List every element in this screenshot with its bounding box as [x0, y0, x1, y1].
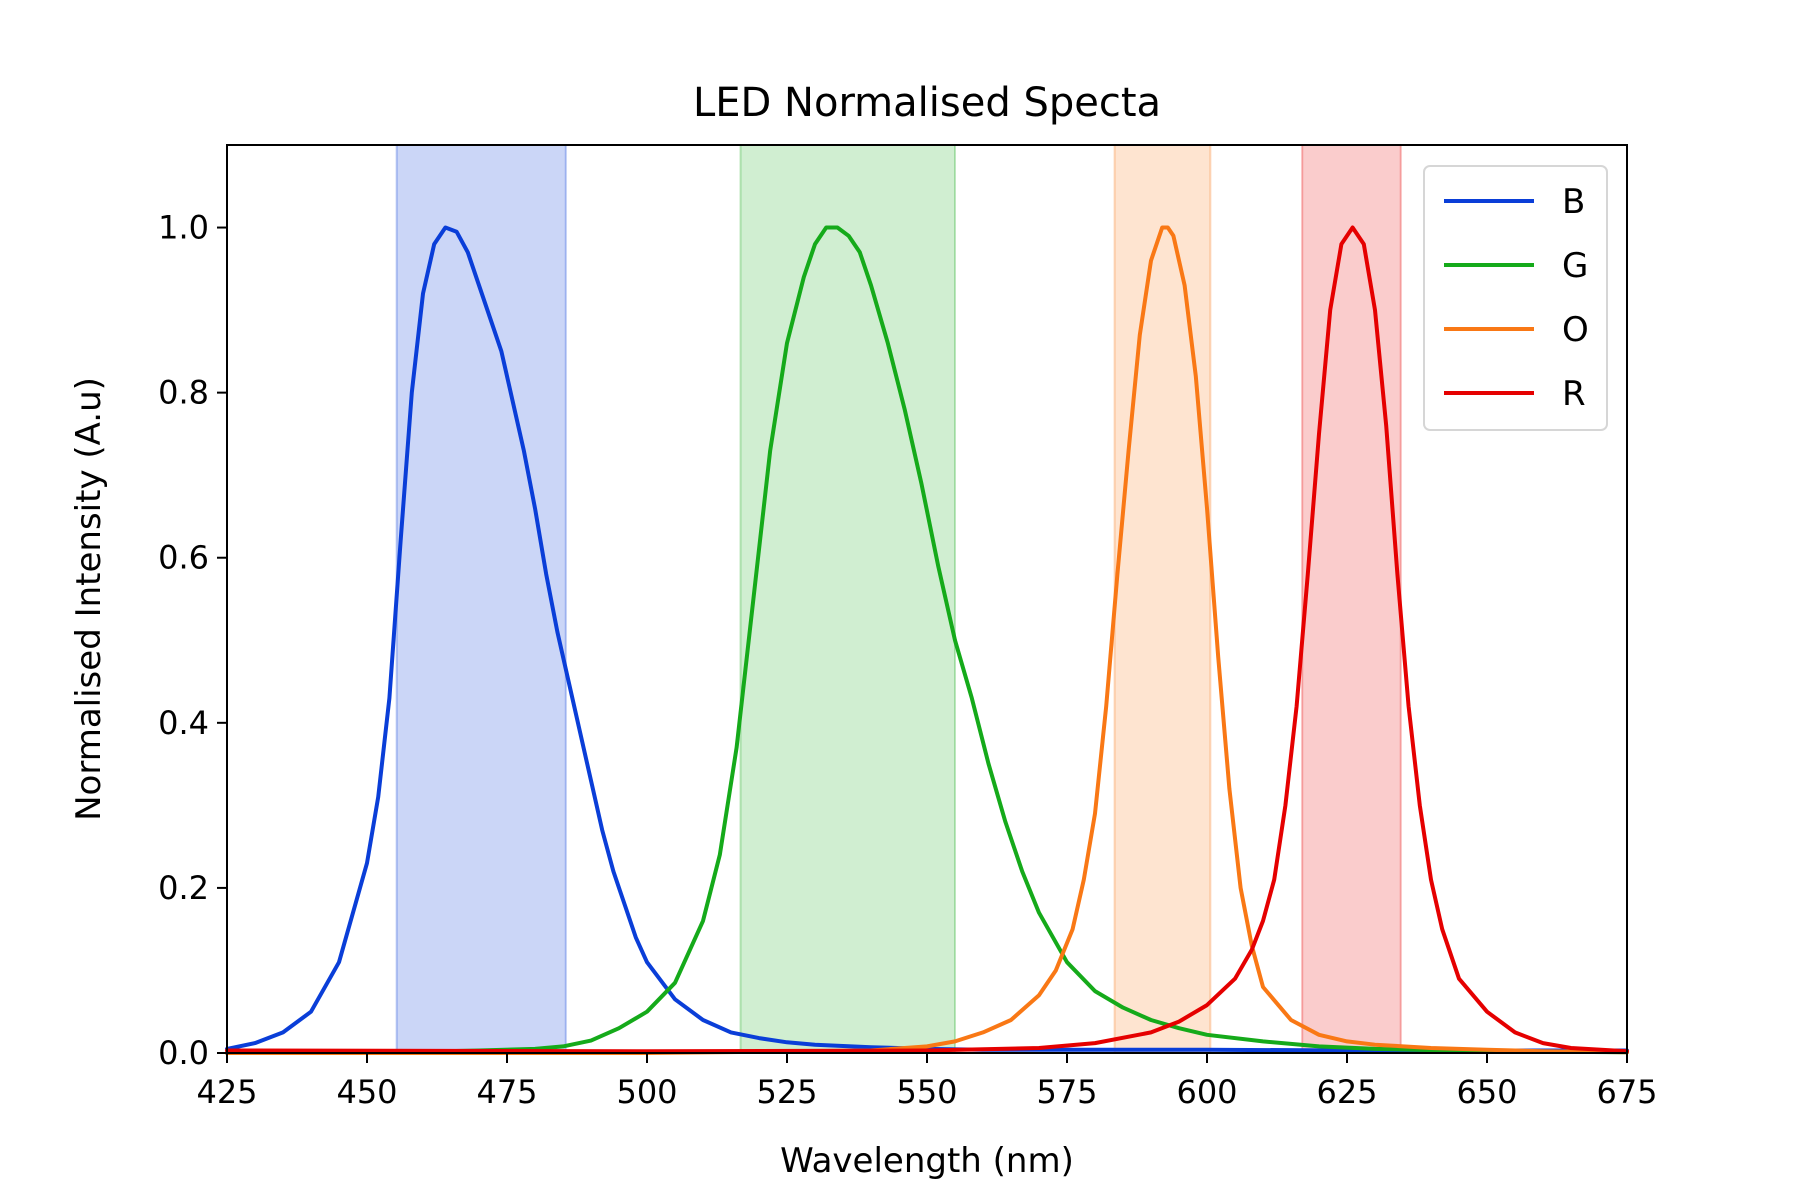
- y-axis-label: Normalised Intensity (A.u): [69, 377, 109, 821]
- y-tick-label-0.4: 0.4: [158, 704, 209, 742]
- legend-label-G: G: [1562, 246, 1588, 286]
- y-axis-ticks: 0.0 0.2 0.4 0.6 0.8 1.0: [158, 209, 227, 1072]
- band-R: [1302, 145, 1401, 1053]
- legend-label-O: O: [1562, 310, 1589, 350]
- band-B: [396, 145, 566, 1053]
- series-line-R: [225, 225, 1629, 1054]
- x-tick-label-625: 625: [1316, 1073, 1377, 1111]
- x-tick-label-575: 575: [1036, 1073, 1097, 1111]
- series-line-G: [225, 225, 1629, 1055]
- y-tick-label-0.6: 0.6: [158, 539, 209, 577]
- y-tick-label-1.0: 1.0: [158, 209, 209, 247]
- series-lines: [225, 225, 1629, 1055]
- band-G: [740, 145, 955, 1053]
- legend-label-B: B: [1562, 182, 1585, 222]
- x-axis-label: Wavelength (nm): [780, 1141, 1074, 1181]
- x-axis-ticks: 425 450 475 500 525 550 575 600 625 650 675: [196, 1053, 1658, 1111]
- y-tick-label-0.0: 0.0: [158, 1034, 209, 1072]
- chart-title: LED Normalised Specta: [693, 80, 1161, 126]
- x-tick-label-450: 450: [336, 1073, 397, 1111]
- legend-box: [1423, 165, 1608, 431]
- x-tick-label-600: 600: [1176, 1073, 1237, 1111]
- wavelength-bands: [395, 145, 1402, 1053]
- x-tick-label-525: 525: [756, 1073, 817, 1111]
- x-tick-label-550: 550: [896, 1073, 957, 1111]
- y-tick-label-0.8: 0.8: [158, 374, 209, 412]
- x-tick-label-500: 500: [616, 1073, 677, 1111]
- x-tick-label-675: 675: [1596, 1073, 1657, 1111]
- series-line-B: [225, 225, 1629, 1053]
- band-O: [1114, 145, 1211, 1053]
- x-tick-label-425: 425: [196, 1073, 257, 1111]
- x-tick-label-650: 650: [1456, 1073, 1517, 1111]
- y-tick-label-0.2: 0.2: [158, 869, 209, 907]
- legend-label-R: R: [1562, 374, 1586, 414]
- series-line-O: [225, 225, 1629, 1055]
- x-tick-label-475: 475: [476, 1073, 537, 1111]
